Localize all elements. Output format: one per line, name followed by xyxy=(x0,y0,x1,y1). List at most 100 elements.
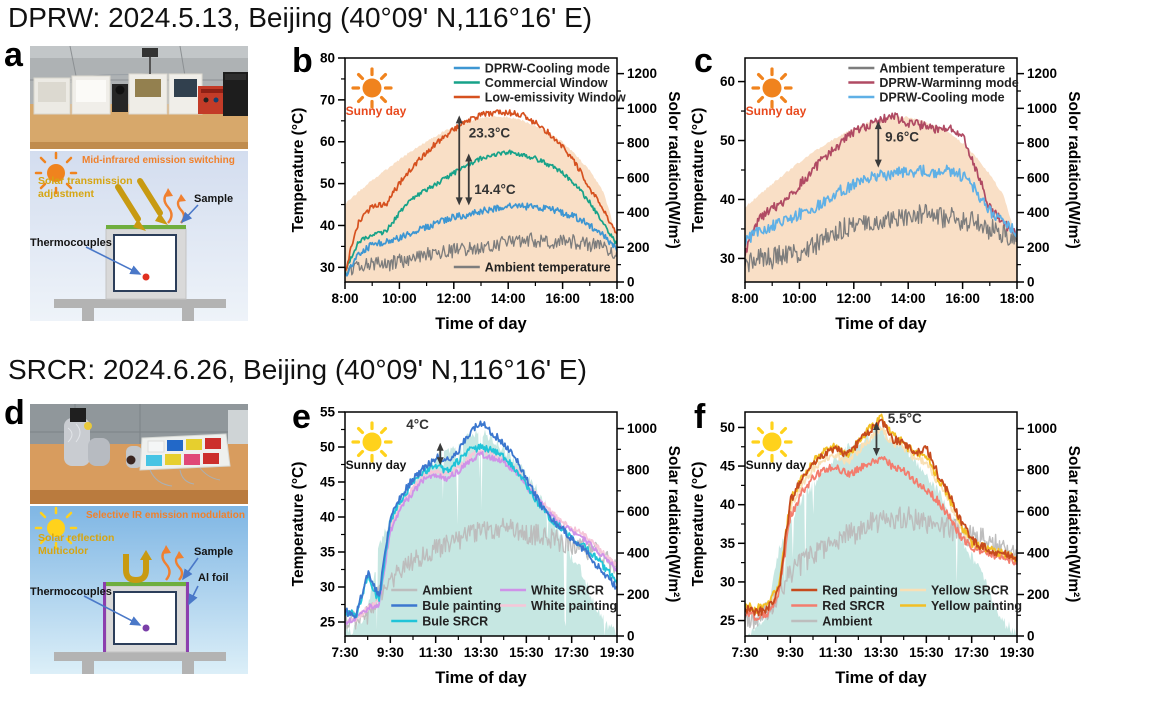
svg-text:23.3°C: 23.3°C xyxy=(469,126,511,141)
svg-text:18:00: 18:00 xyxy=(1000,291,1035,306)
svg-text:Bule painting: Bule painting xyxy=(422,599,501,613)
svg-text:White painting: White painting xyxy=(531,599,617,613)
al-foil-label: Al foil xyxy=(198,572,229,584)
svg-text:400: 400 xyxy=(1027,546,1050,561)
multicolor-label: Multicolor xyxy=(38,545,89,557)
svg-text:DPRW-Warminng mode: DPRW-Warminng mode xyxy=(879,76,1018,90)
photo-illustration xyxy=(30,404,248,504)
svg-text:200: 200 xyxy=(627,587,650,602)
svg-text:Sunny day: Sunny day xyxy=(346,104,407,118)
svg-text:10:00: 10:00 xyxy=(782,291,817,306)
chart-panel-f: 7:30 9:30 11:30 13:30 15:30 17:30 19:30 25 30 35 4… xyxy=(690,411,1082,687)
dprw-schematic: Mid-infrared emission switching Solar tr… xyxy=(30,151,248,321)
svg-text:Ambient: Ambient xyxy=(822,615,873,629)
srcr-experiment-photo xyxy=(30,404,248,504)
panel-letter-d: d xyxy=(4,394,25,432)
svg-text:1000: 1000 xyxy=(1027,101,1057,116)
svg-text:Yellow painting: Yellow painting xyxy=(931,599,1022,613)
panel-letter-f: f xyxy=(694,398,706,436)
svg-text:15:30: 15:30 xyxy=(909,645,944,660)
svg-text:Red SRCR: Red SRCR xyxy=(822,599,885,613)
svg-text:1000: 1000 xyxy=(1027,421,1057,436)
solar-reflection-label: Solar reflection xyxy=(38,532,115,544)
svg-text:50: 50 xyxy=(320,176,335,191)
svg-text:Time of day: Time of day xyxy=(435,315,527,333)
svg-text:13:30: 13:30 xyxy=(864,645,899,660)
svg-text:Temperature (°C): Temperature (°C) xyxy=(290,108,307,233)
svg-text:Bule SRCR: Bule SRCR xyxy=(422,615,488,629)
svg-text:800: 800 xyxy=(627,136,650,151)
svg-text:Time of day: Time of day xyxy=(835,669,927,687)
svg-text:9:30: 9:30 xyxy=(777,645,804,660)
svg-text:40: 40 xyxy=(720,497,735,512)
svg-text:200: 200 xyxy=(1027,240,1050,255)
svg-text:1000: 1000 xyxy=(627,101,657,116)
dprw-schematic-drawing xyxy=(30,151,248,321)
svg-text:400: 400 xyxy=(627,205,650,220)
svg-text:Solor radiation(W/m²): Solor radiation(W/m²) xyxy=(665,91,682,249)
svg-text:70: 70 xyxy=(320,92,335,107)
sample-label: Sample xyxy=(194,193,234,205)
mid-ir-switching-label: Mid-infrared emission switching xyxy=(82,155,235,166)
adjustment-label: adjustment xyxy=(38,188,95,200)
chart-panel-c: 8:00 10:00 12:00 14:00 16:00 18:0030405060020… xyxy=(690,57,1082,333)
svg-text:40: 40 xyxy=(320,218,335,233)
svg-text:Ambient: Ambient xyxy=(422,584,473,598)
dprw-experiment-photo xyxy=(30,46,248,149)
thermocouples-label: Thermocouples xyxy=(30,237,112,249)
svg-text:0: 0 xyxy=(627,629,635,644)
svg-text:10:00: 10:00 xyxy=(382,291,417,306)
svg-text:1200: 1200 xyxy=(627,66,657,81)
svg-text:Time of day: Time of day xyxy=(835,315,927,333)
svg-text:Sunny day: Sunny day xyxy=(346,458,407,472)
svg-text:60: 60 xyxy=(720,74,735,89)
svg-text:Ambient temperature: Ambient temperature xyxy=(485,261,611,275)
svg-text:Solar radiation(W/m²): Solar radiation(W/m²) xyxy=(1065,446,1082,603)
svg-text:15:30: 15:30 xyxy=(509,645,544,660)
svg-text:25: 25 xyxy=(320,615,336,630)
svg-text:50: 50 xyxy=(320,440,335,455)
svg-text:14:00: 14:00 xyxy=(491,291,526,306)
svg-text:Temperature (°C): Temperature (°C) xyxy=(290,462,307,587)
svg-text:35: 35 xyxy=(320,545,336,560)
svg-text:17:30: 17:30 xyxy=(954,645,989,660)
srcr-schematic: Selective IR emission modulation Solar r… xyxy=(30,506,248,674)
svg-text:11:30: 11:30 xyxy=(419,645,453,660)
svg-text:19:30: 19:30 xyxy=(1000,645,1035,660)
svg-text:30: 30 xyxy=(720,574,735,589)
svg-text:600: 600 xyxy=(1027,504,1050,519)
svg-text:4°C: 4°C xyxy=(406,417,429,432)
selective-ir-label: Selective IR emission modulation xyxy=(86,510,245,521)
svg-text:1200: 1200 xyxy=(1027,66,1057,81)
svg-text:12:00: 12:00 xyxy=(837,291,872,306)
svg-text:600: 600 xyxy=(627,170,650,185)
svg-text:8:00: 8:00 xyxy=(731,291,758,306)
chart-panel-e: 7:30 9:30 11:30 13:30 15:30 17:30 19:30 25 30 35 4… xyxy=(290,405,682,688)
svg-text:DPRW-Cooling mode: DPRW-Cooling mode xyxy=(879,91,1004,105)
photo-illustration xyxy=(30,46,248,149)
svg-text:Commercial Window: Commercial Window xyxy=(485,76,608,90)
thermocouples-label: Thermocouples xyxy=(30,586,112,598)
svg-text:40: 40 xyxy=(720,192,735,207)
svg-text:DPRW-Cooling mode: DPRW-Cooling mode xyxy=(485,62,610,76)
svg-text:35: 35 xyxy=(720,536,736,551)
panel-letter-e: e xyxy=(292,398,311,436)
panel-letter-c: c xyxy=(694,42,713,80)
svg-text:14.4°C: 14.4°C xyxy=(474,182,516,197)
svg-text:Solor radiation(W/m²): Solor radiation(W/m²) xyxy=(1065,91,1082,249)
dprw-title: DPRW: 2024.5.13, Beijing (40°09' N,116°1… xyxy=(8,2,593,33)
svg-text:30: 30 xyxy=(320,580,335,595)
svg-text:White SRCR: White SRCR xyxy=(531,584,604,598)
svg-text:9:30: 9:30 xyxy=(377,645,404,660)
svg-text:12:00: 12:00 xyxy=(437,291,472,306)
svg-text:45: 45 xyxy=(320,475,336,490)
svg-text:0: 0 xyxy=(1027,629,1035,644)
svg-text:Ambient temperature: Ambient temperature xyxy=(879,62,1005,76)
svg-text:16:00: 16:00 xyxy=(945,291,980,306)
svg-text:400: 400 xyxy=(1027,205,1050,220)
svg-text:8:00: 8:00 xyxy=(331,291,358,306)
svg-text:Temperature (°C): Temperature (°C) xyxy=(690,462,707,587)
svg-text:400: 400 xyxy=(627,546,650,561)
svg-text:11:30: 11:30 xyxy=(819,645,853,660)
